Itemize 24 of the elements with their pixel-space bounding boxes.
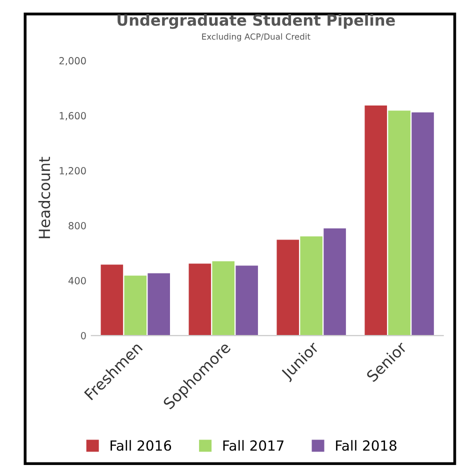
y-tick-label: 1,200 — [60, 167, 86, 176]
y-tick-label: 2,000 — [59, 57, 86, 66]
bar — [276, 240, 300, 336]
bar — [300, 236, 322, 336]
bar — [236, 266, 258, 336]
bar — [148, 273, 170, 336]
legend-label: Fall 2016 — [110, 440, 172, 451]
y-tick-label: 0 — [80, 332, 86, 340]
y-axis-title: Headcount — [38, 156, 50, 238]
legend-label: Fall 2017 — [223, 440, 284, 451]
bar — [124, 276, 147, 336]
y-tick-label: 400 — [68, 277, 86, 284]
legend-label: Fall 2018 — [336, 440, 396, 451]
bar — [364, 106, 387, 336]
bar — [412, 112, 434, 336]
y-tick-label: 800 — [68, 222, 86, 230]
chart-subtitle: Excluding ACP/Dual Credit — [202, 33, 310, 42]
bar — [388, 110, 410, 336]
chart-title: Undergraduate Student Pipeline — [118, 14, 395, 29]
bar — [212, 261, 234, 336]
bar — [188, 264, 212, 336]
bar — [100, 264, 124, 336]
bar — [324, 228, 346, 336]
y-tick-label: 1,600 — [60, 112, 86, 120]
